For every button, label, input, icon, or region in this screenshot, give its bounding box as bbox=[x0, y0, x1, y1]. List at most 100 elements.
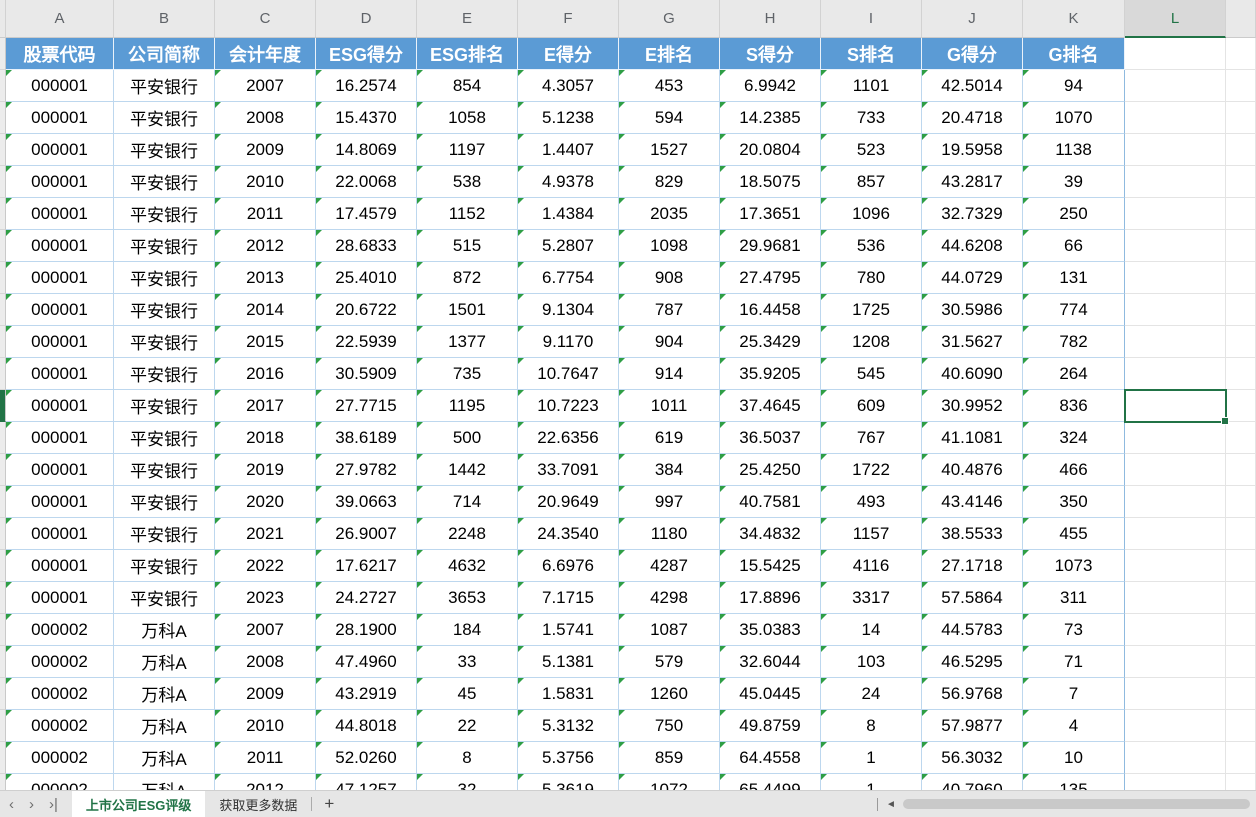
cell-J12[interactable]: 30.9952 bbox=[922, 390, 1023, 422]
header-cell-C[interactable]: 会计年度 bbox=[215, 38, 316, 70]
horizontal-scrollbar-thumb[interactable] bbox=[903, 799, 1250, 809]
cell-E13[interactable]: 500 bbox=[417, 422, 518, 454]
cell-E3[interactable]: 1058 bbox=[417, 102, 518, 134]
cell-F24[interactable]: 5.3619 bbox=[518, 774, 619, 790]
cell-L24[interactable] bbox=[1125, 774, 1226, 790]
cell-J13[interactable]: 41.1081 bbox=[922, 422, 1023, 454]
cell-C6[interactable]: 2011 bbox=[215, 198, 316, 230]
cell-A3[interactable]: 000001 bbox=[6, 102, 114, 134]
header-cell-F[interactable]: E得分 bbox=[518, 38, 619, 70]
cell-M18[interactable] bbox=[1226, 582, 1256, 614]
cell-E8[interactable]: 872 bbox=[417, 262, 518, 294]
cell-E6[interactable]: 1152 bbox=[417, 198, 518, 230]
cell-A11[interactable]: 000001 bbox=[6, 358, 114, 390]
cell-A4[interactable]: 000001 bbox=[6, 134, 114, 166]
cell-E22[interactable]: 22 bbox=[417, 710, 518, 742]
cell-M9[interactable] bbox=[1226, 294, 1256, 326]
cell-E5[interactable]: 538 bbox=[417, 166, 518, 198]
cell-H15[interactable]: 40.7581 bbox=[720, 486, 821, 518]
cell-A6[interactable]: 000001 bbox=[6, 198, 114, 230]
cell-A20[interactable]: 000002 bbox=[6, 646, 114, 678]
cell-F13[interactable]: 22.6356 bbox=[518, 422, 619, 454]
cell-H19[interactable]: 35.0383 bbox=[720, 614, 821, 646]
cell-B20[interactable]: 万科A bbox=[114, 646, 215, 678]
cell-L11[interactable] bbox=[1125, 358, 1226, 390]
cell-I21[interactable]: 24 bbox=[821, 678, 922, 710]
header-cell-H[interactable]: S得分 bbox=[720, 38, 821, 70]
cell-G5[interactable]: 829 bbox=[619, 166, 720, 198]
cell-C16[interactable]: 2021 bbox=[215, 518, 316, 550]
cell-D18[interactable]: 24.2727 bbox=[316, 582, 417, 614]
cell-L18[interactable] bbox=[1125, 582, 1226, 614]
header-cell-D[interactable]: ESG得分 bbox=[316, 38, 417, 70]
cell-G7[interactable]: 1098 bbox=[619, 230, 720, 262]
cell-L2[interactable] bbox=[1125, 70, 1226, 102]
cell-I9[interactable]: 1725 bbox=[821, 294, 922, 326]
cell-I18[interactable]: 3317 bbox=[821, 582, 922, 614]
cell-A22[interactable]: 000002 bbox=[6, 710, 114, 742]
cell-G24[interactable]: 1072 bbox=[619, 774, 720, 790]
cell-K3[interactable]: 1070 bbox=[1023, 102, 1125, 134]
cell-A2[interactable]: 000001 bbox=[6, 70, 114, 102]
cell-E19[interactable]: 184 bbox=[417, 614, 518, 646]
cell-I19[interactable]: 14 bbox=[821, 614, 922, 646]
cell-J6[interactable]: 32.7329 bbox=[922, 198, 1023, 230]
cell-L3[interactable] bbox=[1125, 102, 1226, 134]
cell-I23[interactable]: 1 bbox=[821, 742, 922, 774]
cell-A24[interactable]: 000002 bbox=[6, 774, 114, 790]
cell-M13[interactable] bbox=[1226, 422, 1256, 454]
column-header-C[interactable]: C bbox=[215, 0, 316, 38]
cell-C12[interactable]: 2017 bbox=[215, 390, 316, 422]
cell-K21[interactable]: 7 bbox=[1023, 678, 1125, 710]
cell-B4[interactable]: 平安银行 bbox=[114, 134, 215, 166]
cell-E10[interactable]: 1377 bbox=[417, 326, 518, 358]
column-header-E[interactable]: E bbox=[417, 0, 518, 38]
cell-A14[interactable]: 000001 bbox=[6, 454, 114, 486]
cell-B11[interactable]: 平安银行 bbox=[114, 358, 215, 390]
cell-C24[interactable]: 2012 bbox=[215, 774, 316, 790]
cell-I24[interactable]: 1 bbox=[821, 774, 922, 790]
cell-L17[interactable] bbox=[1125, 550, 1226, 582]
cell-F18[interactable]: 7.1715 bbox=[518, 582, 619, 614]
cell-L16[interactable] bbox=[1125, 518, 1226, 550]
cell-C15[interactable]: 2020 bbox=[215, 486, 316, 518]
cell-K2[interactable]: 94 bbox=[1023, 70, 1125, 102]
cell-E23[interactable]: 8 bbox=[417, 742, 518, 774]
cell-M11[interactable] bbox=[1226, 358, 1256, 390]
cell-C18[interactable]: 2023 bbox=[215, 582, 316, 614]
cell-K14[interactable]: 466 bbox=[1023, 454, 1125, 486]
cell-H3[interactable]: 14.2385 bbox=[720, 102, 821, 134]
cell-F20[interactable]: 5.1381 bbox=[518, 646, 619, 678]
cell-H13[interactable]: 36.5037 bbox=[720, 422, 821, 454]
cell-J14[interactable]: 40.4876 bbox=[922, 454, 1023, 486]
cell-D15[interactable]: 39.0663 bbox=[316, 486, 417, 518]
cell-F14[interactable]: 33.7091 bbox=[518, 454, 619, 486]
cell-M8[interactable] bbox=[1226, 262, 1256, 294]
cell-K7[interactable]: 66 bbox=[1023, 230, 1125, 262]
cell-D22[interactable]: 44.8018 bbox=[316, 710, 417, 742]
cell-D14[interactable]: 27.9782 bbox=[316, 454, 417, 486]
cell-C5[interactable]: 2010 bbox=[215, 166, 316, 198]
cell-L21[interactable] bbox=[1125, 678, 1226, 710]
column-header-K[interactable]: K bbox=[1023, 0, 1125, 38]
cell-B15[interactable]: 平安银行 bbox=[114, 486, 215, 518]
cell-E9[interactable]: 1501 bbox=[417, 294, 518, 326]
cell-G14[interactable]: 384 bbox=[619, 454, 720, 486]
cell-I2[interactable]: 1101 bbox=[821, 70, 922, 102]
cell-L7[interactable] bbox=[1125, 230, 1226, 262]
cell-I6[interactable]: 1096 bbox=[821, 198, 922, 230]
cell-M17[interactable] bbox=[1226, 550, 1256, 582]
header-cell-E[interactable]: ESG排名 bbox=[417, 38, 518, 70]
cell-F19[interactable]: 1.5741 bbox=[518, 614, 619, 646]
column-header-G[interactable]: G bbox=[619, 0, 720, 38]
fill-handle[interactable] bbox=[1221, 417, 1229, 425]
cell-H6[interactable]: 17.3651 bbox=[720, 198, 821, 230]
cell-D17[interactable]: 17.6217 bbox=[316, 550, 417, 582]
cell-G8[interactable]: 908 bbox=[619, 262, 720, 294]
cell-B22[interactable]: 万科A bbox=[114, 710, 215, 742]
cell-M15[interactable] bbox=[1226, 486, 1256, 518]
cell-L1[interactable] bbox=[1125, 38, 1226, 70]
cell-K18[interactable]: 311 bbox=[1023, 582, 1125, 614]
cell-L5[interactable] bbox=[1125, 166, 1226, 198]
cell-J8[interactable]: 44.0729 bbox=[922, 262, 1023, 294]
